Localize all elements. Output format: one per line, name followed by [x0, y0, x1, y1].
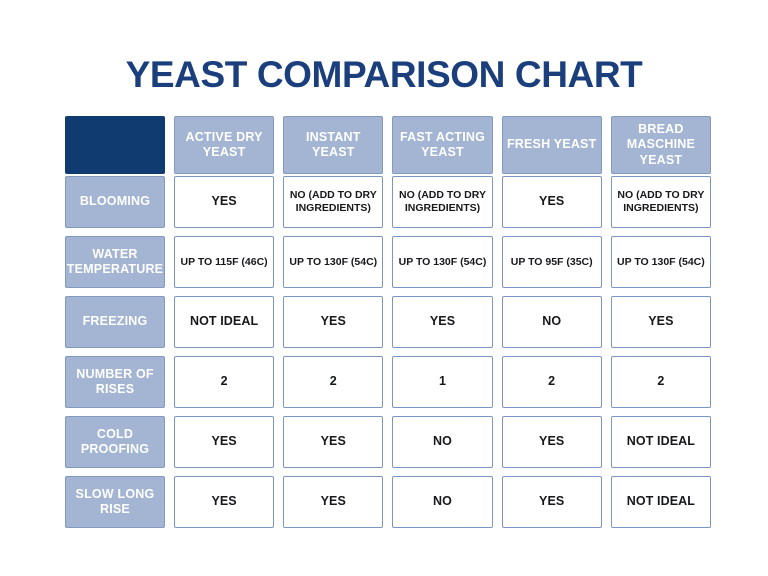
- table-cell: UP TO 130F (54C): [392, 236, 493, 288]
- row-header-4: NUMBER OF RISES: [65, 356, 165, 408]
- page-title: YEAST COMPARISON CHART: [125, 54, 643, 95]
- table-cell: NO (ADD TO DRY INGREDIENTS): [610, 176, 711, 228]
- row-header-1: BLOOMING: [65, 176, 165, 228]
- table-cell: YES: [174, 176, 275, 228]
- table-cell: YES: [610, 296, 711, 348]
- table-cell: YES: [174, 416, 275, 468]
- table-cell: 2: [610, 356, 711, 408]
- table-cell: 1: [392, 356, 493, 408]
- table-cell: NO (ADD TO DRY INGREDIENTS): [283, 176, 384, 228]
- comparison-table: ACTIVE DRY YEAST INSTANT YEAST FAST ACTING…: [65, 116, 711, 528]
- column-header-3: FAST ACTING YEAST: [392, 116, 493, 174]
- table-cell: 2: [174, 356, 275, 408]
- table-cell: NO (ADD TO DRY INGREDIENTS): [392, 176, 493, 228]
- column-header-2: INSTANT YEAST: [283, 116, 384, 174]
- table-cell: YES: [283, 416, 384, 468]
- table-cell: YES: [174, 476, 275, 528]
- table-cell: NOT IDEAL: [610, 476, 711, 528]
- row-header-5: COLD PROOFING: [65, 416, 165, 468]
- row-header-3: FREEZING: [65, 296, 165, 348]
- table-cell: YES: [283, 296, 384, 348]
- table-cell: UP TO 115F (46C): [174, 236, 275, 288]
- column-header-4: FRESH YEAST: [501, 116, 602, 174]
- table-cell: UP TO 95F (35C): [501, 236, 602, 288]
- table-cell: YES: [501, 476, 602, 528]
- table-cell: UP TO 130F (54C): [610, 236, 711, 288]
- table-cell: YES: [501, 416, 602, 468]
- column-header-1: ACTIVE DRY YEAST: [174, 116, 275, 174]
- table-cell: NO: [392, 476, 493, 528]
- table-cell: NOT IDEAL: [174, 296, 275, 348]
- table-cell: YES: [283, 476, 384, 528]
- column-header-5: BREAD MASCHINE YEAST: [610, 116, 711, 174]
- table-corner-cell: [65, 116, 165, 174]
- row-header-2: WATER TEMPERATURE: [65, 236, 165, 288]
- table-cell: NO: [501, 296, 602, 348]
- table-cell: 2: [501, 356, 602, 408]
- table-cell: YES: [392, 296, 493, 348]
- table-cell: UP TO 130F (54C): [283, 236, 384, 288]
- table-cell: NOT IDEAL: [610, 416, 711, 468]
- row-header-6: SLOW LONG RISE: [65, 476, 165, 528]
- table-cell: NO: [392, 416, 493, 468]
- table-cell: YES: [501, 176, 602, 228]
- table-cell: 2: [283, 356, 384, 408]
